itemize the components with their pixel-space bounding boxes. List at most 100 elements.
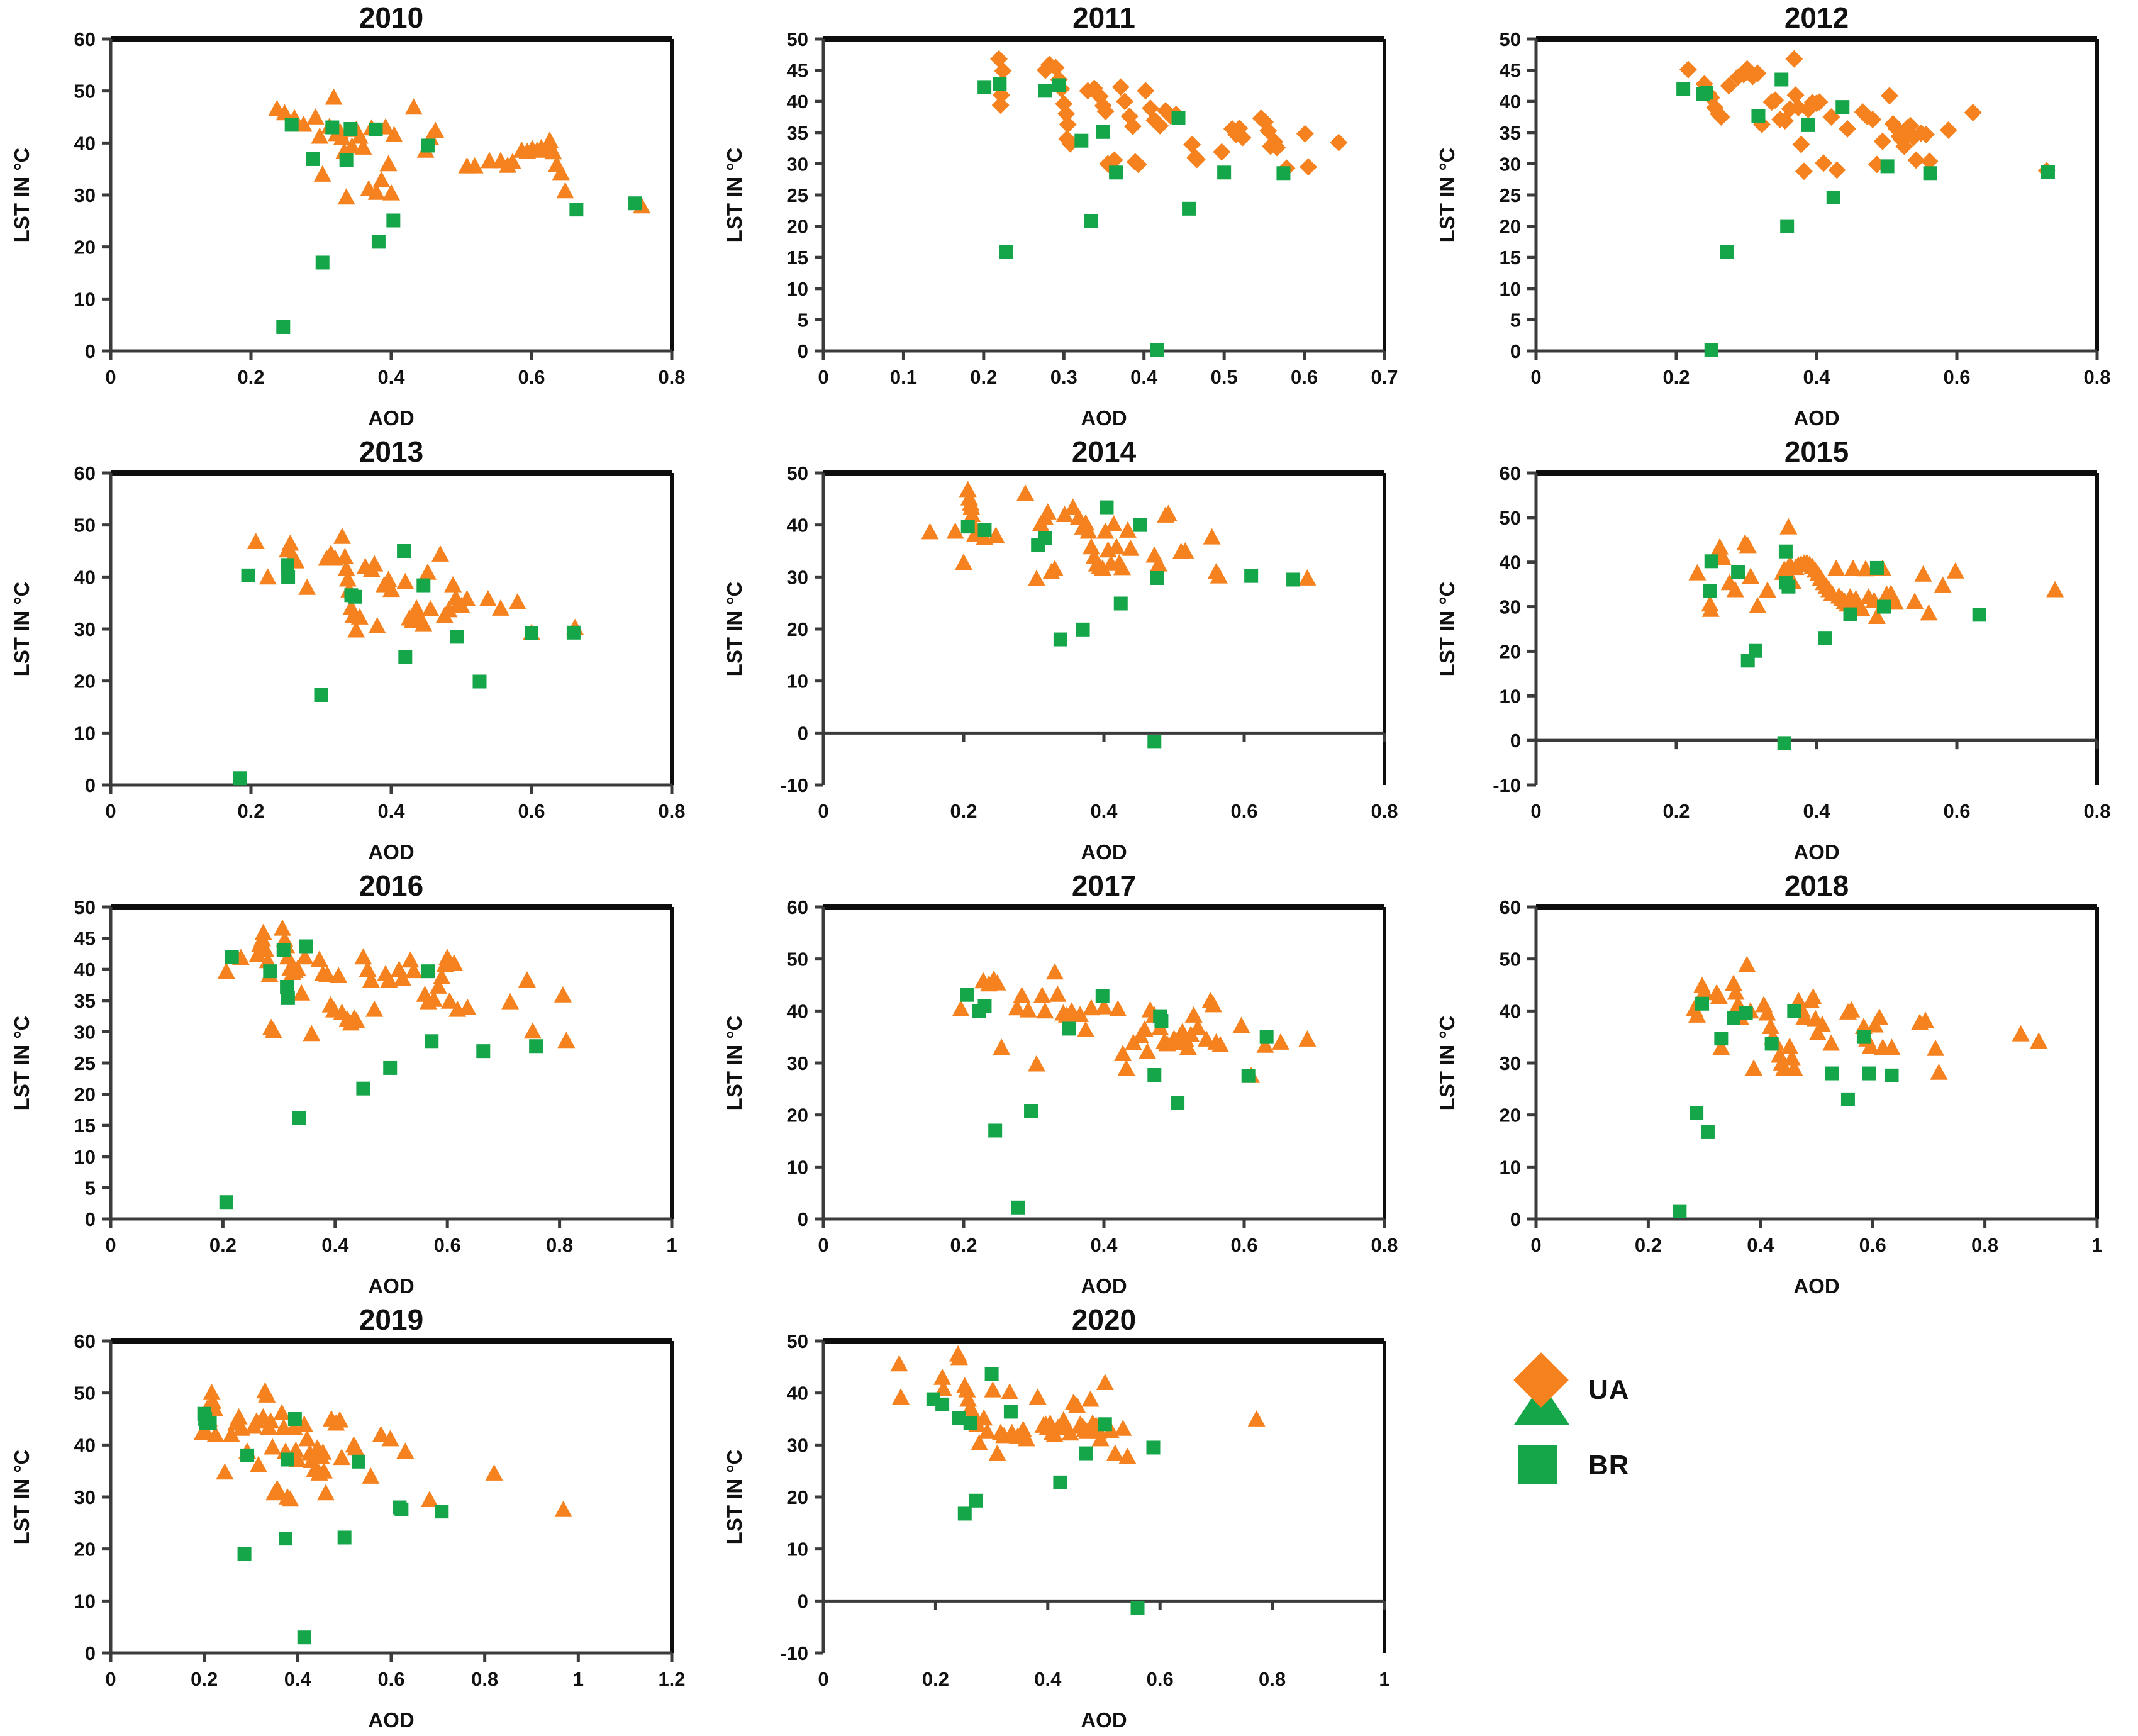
data-point [1862,1066,1876,1081]
y-tick-label: 20 [74,670,96,693]
y-tick-label: 50 [1500,507,1521,529]
data-point [1815,154,1833,172]
data-point [890,1355,908,1372]
data-point [1040,55,1059,74]
x-tick-label: 0.6 [1291,366,1318,388]
x-tick-label: 0.2 [1635,1234,1662,1256]
data-point [1880,159,1895,174]
y-tick-label: 60 [1500,462,1521,484]
data-point [481,152,499,169]
y-axis-label: LST IN °C [10,1016,33,1111]
data-point [1133,518,1147,532]
data-point [1091,1430,1110,1447]
y-tick-label: 60 [74,1330,96,1352]
data-point [1748,643,1762,658]
x-tick-label: 0.1 [890,366,917,388]
y-tick-label: 40 [1500,91,1521,113]
y-tick-label: 50 [74,896,96,918]
y-tick-label: 50 [74,81,96,103]
data-point [990,50,1008,68]
y-tick-label: 20 [787,1486,808,1508]
y-tick-label: 20 [74,1084,96,1106]
data-point [222,1425,240,1442]
y-tick-label: 15 [1500,247,1521,269]
x-tick-label: 1 [573,1668,584,1690]
y-axis-label: LST IN °C [723,1450,746,1545]
data-point [280,1452,294,1467]
x-tick-label: 0.4 [377,800,405,822]
data-point [1147,735,1162,749]
data-point [1688,564,1707,581]
data-point [2046,581,2064,598]
legend-label-ua: UA [1588,1374,1630,1405]
data-point [1096,125,1110,139]
data-point [279,1532,293,1546]
data-point [1154,1014,1169,1028]
data-point [984,1381,1002,1398]
data-point [892,1388,910,1405]
data-point [1171,1096,1185,1110]
data-point [311,127,329,144]
x-tick-label: 0.7 [1371,366,1398,388]
data-point [273,919,291,936]
data-point [963,506,981,523]
data-point [230,1408,248,1425]
data-point [445,954,463,971]
data-point [1810,93,1829,111]
data-point [281,534,299,551]
x-tick-label: 1 [1379,1668,1389,1690]
data-point [1114,1045,1132,1062]
data-point [557,1032,576,1049]
data-point [203,1416,217,1430]
data-point [1785,1059,1803,1076]
data-point [281,991,295,1005]
data-point [313,165,331,182]
y-axis-label: LST IN °C [10,148,33,243]
data-point [343,137,361,154]
data-point [1038,503,1057,520]
data-point [1084,214,1098,228]
series-UA [890,1345,1266,1464]
data-point [1920,604,1938,621]
data-point [1052,78,1066,92]
data-point [1268,138,1286,157]
data-point [1036,1002,1054,1019]
data-point [958,1381,976,1398]
data-point [1271,1033,1289,1050]
data-point [1904,128,1922,147]
data-point [1183,135,1201,153]
data-point [280,979,294,994]
data-point [440,992,459,1009]
data-point [369,122,383,136]
x-tick-label: 0.8 [471,1668,498,1690]
data-point [1774,72,1789,87]
data-point [237,1547,252,1561]
data-point [1016,484,1035,501]
y-tick-label: 60 [787,896,808,918]
data-point [969,1493,983,1508]
data-point [1049,985,1067,1002]
data-point [1068,1396,1086,1413]
data-point [966,525,984,542]
data-point [301,1444,319,1461]
data-point [1179,1038,1197,1055]
data-point [1828,161,1846,179]
y-tick-label: 40 [787,1000,808,1022]
series-UA [247,527,584,640]
x-tick-label: 0 [1530,366,1541,388]
y-tick-label: 5 [85,1177,96,1199]
data-point [1078,1422,1096,1439]
data-point [1150,570,1164,585]
data-point [350,127,369,144]
data-point [247,533,265,550]
y-tick-label: 20 [787,216,808,238]
data-point [935,1397,950,1411]
data-point [1027,1055,1045,1072]
data-point [1927,1039,1945,1056]
x-tick-label: 1 [666,1234,677,1256]
data-point [1785,50,1803,68]
data-point [1232,1016,1250,1033]
data-point [1861,1037,1879,1054]
data-point [433,968,451,985]
y-tick-label: 20 [1500,216,1521,238]
